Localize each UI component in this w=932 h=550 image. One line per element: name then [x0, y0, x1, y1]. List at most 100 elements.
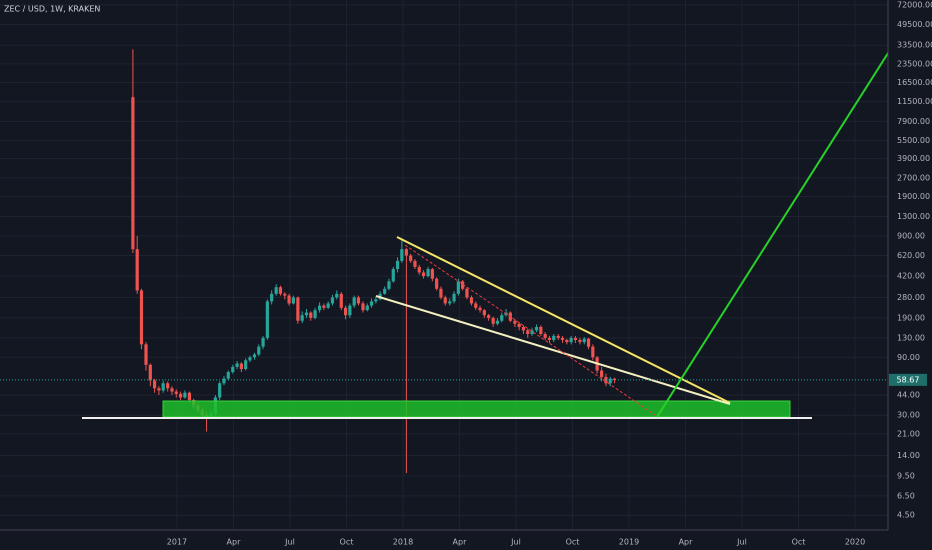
- resistance-trendline: [396, 236, 731, 404]
- candle-body: [500, 315, 504, 321]
- candle-body: [417, 266, 421, 273]
- candle-body: [139, 290, 144, 345]
- candle-body: [465, 288, 469, 298]
- support-zone: [162, 400, 791, 418]
- candle-body: [573, 337, 578, 340]
- candle-body: [456, 281, 460, 294]
- x-tick-label: Apr: [453, 538, 468, 547]
- candle-body: [348, 305, 352, 316]
- candle-body: [391, 269, 395, 282]
- y-tick-label: 16500.00: [897, 78, 932, 87]
- candle-body: [309, 312, 313, 318]
- y-tick-label: 620.00: [897, 251, 925, 260]
- support-trendline: [375, 295, 731, 405]
- candle-body: [404, 249, 408, 256]
- candle-body: [547, 337, 552, 340]
- y-tick-label: 33500.00: [897, 41, 932, 50]
- y-tick-label: 14.00: [897, 451, 920, 460]
- candle-body: [356, 297, 361, 304]
- candle-body: [365, 305, 369, 311]
- candle-body: [278, 287, 283, 294]
- y-tick-label: 1300.00: [897, 212, 930, 221]
- y-tick-label: 420.00: [897, 272, 925, 281]
- y-tick-label: 900.00: [897, 231, 925, 240]
- candle-body: [183, 392, 187, 398]
- candle-body: [565, 339, 569, 343]
- y-tick-label: 49500.00: [897, 20, 932, 29]
- candle-body: [395, 260, 400, 270]
- candle-body: [274, 287, 278, 294]
- x-tick-label: 2020: [845, 538, 865, 547]
- candle-body: [435, 278, 439, 289]
- candle-body: [283, 293, 287, 296]
- x-tick-label: Oct: [340, 538, 354, 547]
- candle-body: [474, 303, 478, 308]
- candle-body: [448, 301, 452, 304]
- candle-body: [539, 326, 543, 335]
- candle-body: [144, 344, 148, 365]
- candle-body: [569, 337, 573, 343]
- candle-body: [304, 312, 309, 316]
- candle-body: [252, 354, 257, 358]
- candle-body: [226, 372, 230, 379]
- candle-body: [218, 383, 222, 398]
- candle-body: [374, 299, 378, 302]
- candle-body: [222, 378, 226, 384]
- candle-body: [461, 281, 465, 289]
- candle-body: [586, 338, 591, 347]
- candle-body: [604, 376, 608, 384]
- candle-body: [166, 383, 170, 389]
- candle-body: [361, 303, 365, 311]
- candle-body: [430, 269, 434, 279]
- candle-body: [426, 269, 430, 277]
- candle-body: [339, 293, 343, 308]
- candle-body: [148, 364, 152, 381]
- candle-body: [231, 366, 235, 373]
- candle-body: [296, 297, 300, 321]
- axes: 72000.00 49500.00 33500.00 23500.00 16500.00…: [167, 0, 932, 546]
- candle-body: [235, 363, 239, 367]
- candle-body: [560, 337, 565, 340]
- target-line: [656, 49, 891, 418]
- candle-body: [409, 255, 413, 261]
- candle-body: [270, 293, 274, 302]
- x-tick-label: 2018: [393, 538, 413, 547]
- x-tick-label: 2019: [619, 538, 639, 547]
- x-tick-label: Oct: [792, 538, 806, 547]
- y-tick-label: 72000.00: [897, 0, 932, 9]
- candle-body: [400, 249, 404, 261]
- candle-body: [552, 335, 556, 340]
- candle-body: [300, 315, 304, 321]
- y-tick-label: 11500.00: [897, 97, 932, 106]
- candle-body: [135, 249, 139, 291]
- candle-body: [582, 338, 586, 343]
- candle-body: [322, 305, 326, 308]
- last-price-label: 58.67: [897, 375, 920, 384]
- y-tick-label: 280.00: [897, 293, 925, 302]
- candle-body: [265, 301, 269, 338]
- candle-body: [287, 295, 291, 304]
- candle-body: [478, 307, 482, 311]
- candle-body: [491, 317, 495, 324]
- x-tick-label: Jul: [510, 538, 521, 547]
- candle-body: [526, 330, 530, 335]
- candle-body: [600, 370, 604, 377]
- y-tick-label: 30.00: [897, 411, 920, 420]
- candle-body: [591, 346, 595, 358]
- candle-body: [543, 334, 547, 338]
- candle-body: [530, 330, 534, 335]
- x-tick-label: 2017: [167, 538, 187, 547]
- y-tick-label: 7900.00: [897, 117, 930, 126]
- candle-body: [482, 310, 486, 316]
- x-tick-label: Apr: [679, 538, 694, 547]
- x-tick-label: Apr: [227, 538, 242, 547]
- candle-body: [187, 392, 191, 401]
- candle-body: [487, 315, 491, 318]
- candle-body: [157, 388, 161, 391]
- candle-body: [335, 293, 339, 298]
- candle-body: [517, 323, 521, 327]
- y-tick-label: 23500.00: [897, 59, 932, 68]
- candle-body: [495, 320, 500, 324]
- y-tick-label: 21.00: [897, 430, 920, 439]
